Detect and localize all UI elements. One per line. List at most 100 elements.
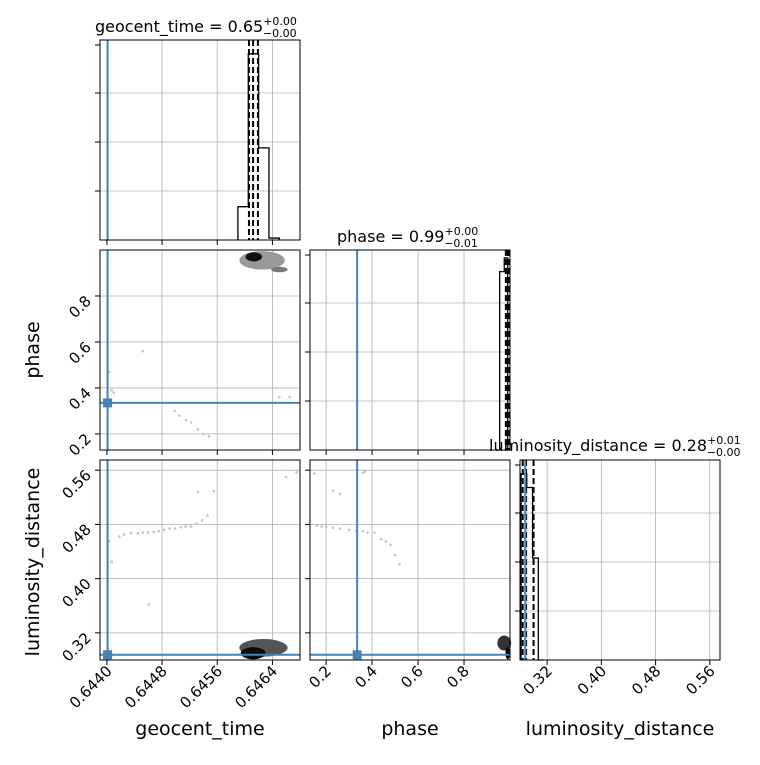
scatter-point [384,540,388,543]
density-contour-core [240,647,266,660]
scatter-point [363,470,367,473]
ytick-label-phase: 0.2 [65,430,95,460]
scatter-point [389,543,392,547]
scatter-point [295,470,298,474]
diagonal-panel-frame [519,459,721,661]
ytick-label-luminosity_distance: 0.48 [58,521,94,557]
scatter-point [347,528,351,532]
ytick-label-phase: 0.4 [65,384,95,414]
scatter-point [112,391,116,394]
scatter-point [206,514,209,517]
density-contour-core [505,647,510,660]
scatter-point [129,531,133,535]
title-geocent_time: geocent_time = 0.65+0.00 −0.00 [95,15,297,40]
ylabel-luminosity_distance: luminosity_distance [22,468,44,657]
truth-marker [103,398,113,408]
scatter-point [288,395,291,399]
diagonal-panel-frame [309,249,511,451]
scatter-point [196,428,200,431]
scatter-point [373,531,376,534]
scatter-point [168,527,171,530]
ytick-label-luminosity_distance: 0.40 [58,575,94,611]
scatter-point [331,489,335,492]
scatter-point [162,528,166,532]
xtick-label-geocent_time: 0.6456 [176,662,226,712]
scatter-point [157,529,160,533]
ytick-label-phase: 0.6 [65,338,95,368]
xtick-label-luminosity_distance: 0.40 [574,662,610,698]
scatter-point [178,414,181,417]
ylabel-phase: phase [22,321,44,378]
scatter-point [313,472,316,475]
scatter-point [118,535,121,538]
scatter-point [147,603,151,606]
ytick-label-phase: 0.8 [65,292,95,322]
density-contour-outer [239,251,285,270]
xtick-label-geocent_time: 0.6440 [66,662,116,712]
histogram-geocent_time [237,53,280,240]
scatter-point [320,525,323,528]
scatter-point [324,525,328,529]
xtick-label-geocent_time: 0.6464 [231,662,281,712]
density-contour-outer [497,635,512,651]
scatter-point [196,490,200,494]
scatter-point [393,553,397,557]
panel-frame [99,459,301,661]
scatter-point [122,533,126,536]
scatter-point [398,563,401,566]
scatter-point [173,409,176,413]
truth-marker [352,650,362,660]
scatter-point [110,388,114,392]
scatter-point [189,421,193,424]
scatter-point [202,432,205,436]
ytick-label-luminosity_distance: 0.32 [58,629,94,665]
scatter-point [200,519,204,522]
scatter-point [366,531,369,534]
diagonal-panel-frame [99,39,301,241]
title-phase: phase = 0.99+0.00 −0.01 [337,225,478,250]
scatter-point [338,527,342,530]
scatter-point [110,560,114,563]
scatter-point [146,531,150,534]
scatter-point [338,492,342,496]
xtick-label-phase: 0.4 [351,662,381,692]
xtick-label-luminosity_distance: 0.56 [682,662,718,698]
scatter-point [189,525,193,528]
scatter-point [361,529,365,533]
scatter-point [179,525,182,529]
scatter-point [184,418,188,422]
scatter-point [173,527,177,530]
scatter-point [152,530,156,534]
scatter-point [284,475,288,479]
xlabel-phase: phase [381,718,438,740]
scatter-point [184,525,187,528]
xtick-label-phase: 0.6 [397,662,427,692]
xtick-label-luminosity_distance: 0.32 [520,662,556,698]
scatter-point [212,489,216,493]
xtick-label-geocent_time: 0.6448 [121,662,171,712]
xtick-label-phase: 0.2 [305,662,335,692]
density-contour-core [245,252,263,262]
scatter-point [331,526,335,530]
scatter-point [207,434,211,438]
scatter-point [379,538,383,541]
scatter-point [361,471,365,475]
scatter-point [141,531,145,534]
ytick-label-luminosity_distance: 0.56 [58,466,94,502]
scatter-point [141,349,145,353]
xtick-label-phase: 0.8 [443,662,473,692]
panel-frame [99,249,301,451]
title-luminosity_distance: luminosity_distance = 0.28+0.01 −0.00 [489,434,741,459]
scatter-point [315,524,319,528]
panel-frame [309,459,511,661]
scatter-point [278,395,281,399]
truth-marker [103,650,113,660]
xlabel-geocent_time: geocent_time [135,718,264,740]
density-contour-tail [271,266,288,273]
xtick-label-luminosity_distance: 0.48 [628,662,664,698]
scatter-point [195,522,198,526]
scatter-point [136,531,140,535]
xlabel-luminosity_distance: luminosity_distance [526,718,715,740]
